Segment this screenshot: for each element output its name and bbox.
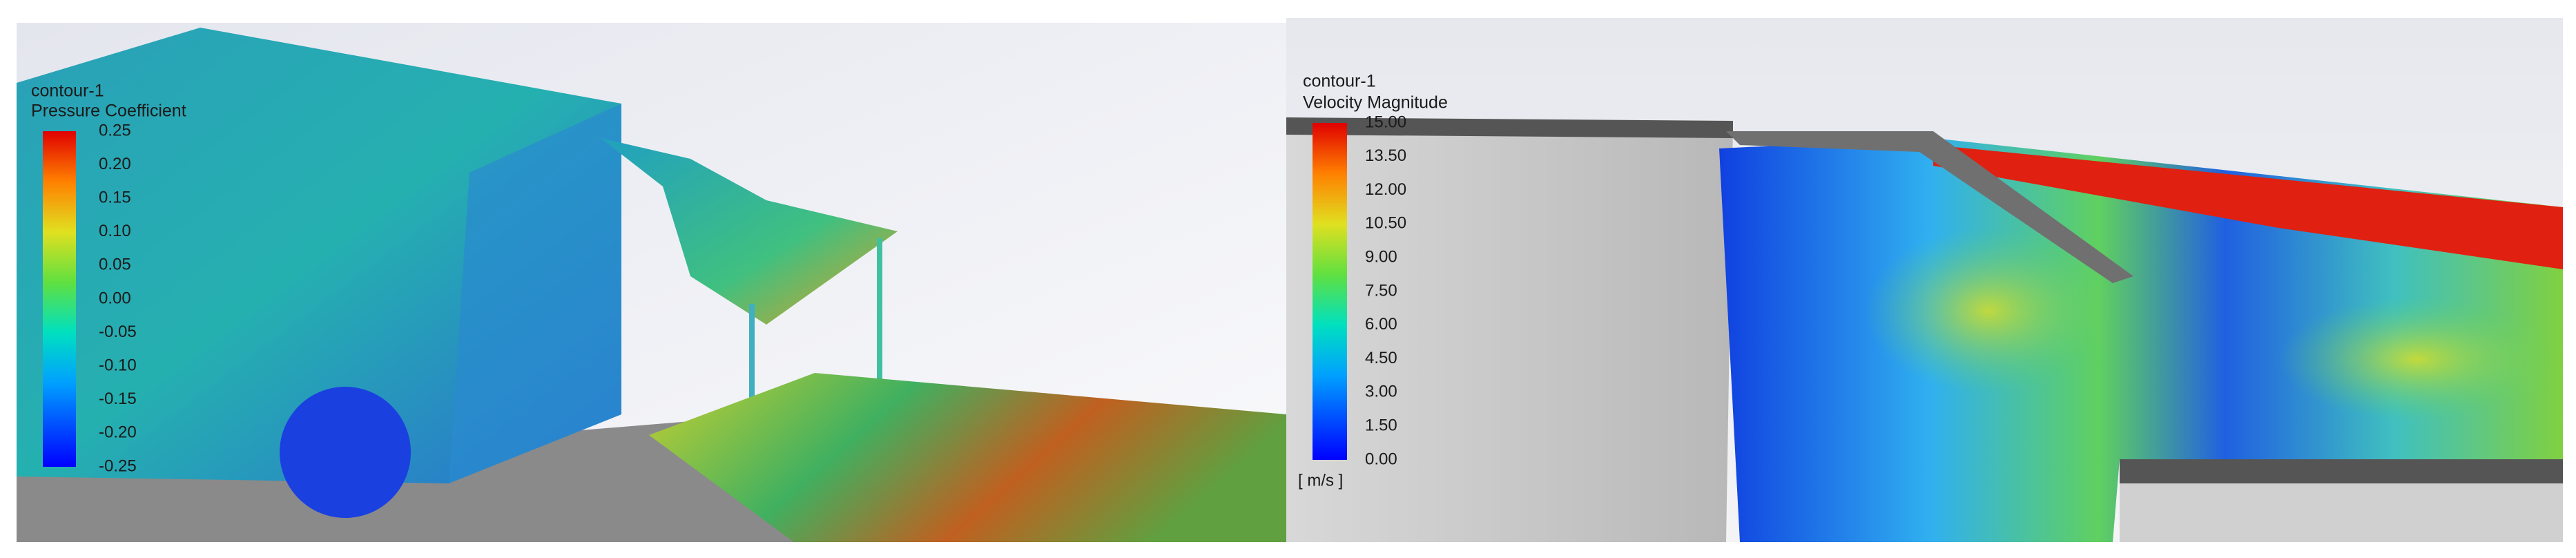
legend-unit: [ m/s ]: [1298, 471, 1343, 490]
legend-tick-label: 0.15: [99, 189, 131, 207]
van-body: [1286, 117, 1733, 542]
legend-tick-label: 1.50: [1365, 416, 1397, 435]
legend-tick-label: -0.20: [99, 423, 137, 442]
left-panel: contour-1 Pressure Coefficient 0.250.200…: [17, 23, 1286, 542]
legend-ticks: 0.25 0.20 0.15 0.10 0.05 0.00 -0.05 -0.10 -0.15 -…: [99, 121, 137, 475]
van-rear: [449, 104, 621, 483]
high-velocity-band: [1933, 145, 2563, 269]
legend-tick-label: -0.05: [99, 323, 137, 341]
colorbar: [1313, 123, 1347, 460]
legend-variable: Velocity Magnitude: [1303, 93, 1448, 113]
canopy: [601, 138, 898, 325]
legend-tick-label: 0.00: [1365, 450, 1397, 468]
legend-tick-label: 9.00: [1365, 248, 1397, 267]
legend-tick-label: 0.00: [99, 289, 131, 307]
legend-tick-label: 0.10: [99, 222, 131, 240]
legend-tick-label: -0.25: [99, 456, 137, 475]
flow-blob: [1864, 228, 2113, 394]
wheel: [280, 387, 411, 518]
legend-title: contour-1: [31, 81, 104, 101]
legend-tick-label: 6.00: [1365, 315, 1397, 334]
legend-variable: Pressure Coefficient: [31, 102, 186, 121]
legend-ticks: 15.00 13.50 12.00 10.50 9.00 7.50 6.00 4.50 3.00…: [1365, 113, 1406, 468]
colorbar: [43, 131, 76, 467]
strut: [749, 304, 755, 456]
legend-tick-label: -0.10: [99, 356, 137, 375]
strut: [877, 238, 882, 445]
legend-tick-label: 12.00: [1365, 180, 1406, 199]
plate: [2120, 483, 2563, 542]
legend-tick-label: 4.50: [1365, 349, 1397, 367]
legend-tick-label: 13.50: [1365, 146, 1406, 165]
legend-tick-label: 10.50: [1365, 214, 1406, 233]
legend-tick-label: -0.15: [99, 389, 137, 408]
plate: [649, 373, 1286, 542]
right-panel: contour-1 Velocity Magnitude [ m/s ] 15.…: [1286, 18, 2563, 542]
legend-tick-label: 0.20: [99, 155, 131, 173]
canopy: [1726, 131, 2133, 283]
legend-tick-label: 0.05: [99, 256, 131, 274]
legend-tick-label: 15.00: [1365, 113, 1406, 131]
legend-title: contour-1: [1303, 72, 1376, 91]
plate-edge: [2120, 459, 2563, 483]
legend-tick-label: 7.50: [1365, 281, 1397, 300]
roof-edge: [1286, 117, 1733, 138]
legend-tick-label: 0.25: [99, 121, 131, 140]
flow-blob: [2278, 297, 2555, 421]
legend-tick-label: 3.00: [1365, 383, 1397, 401]
